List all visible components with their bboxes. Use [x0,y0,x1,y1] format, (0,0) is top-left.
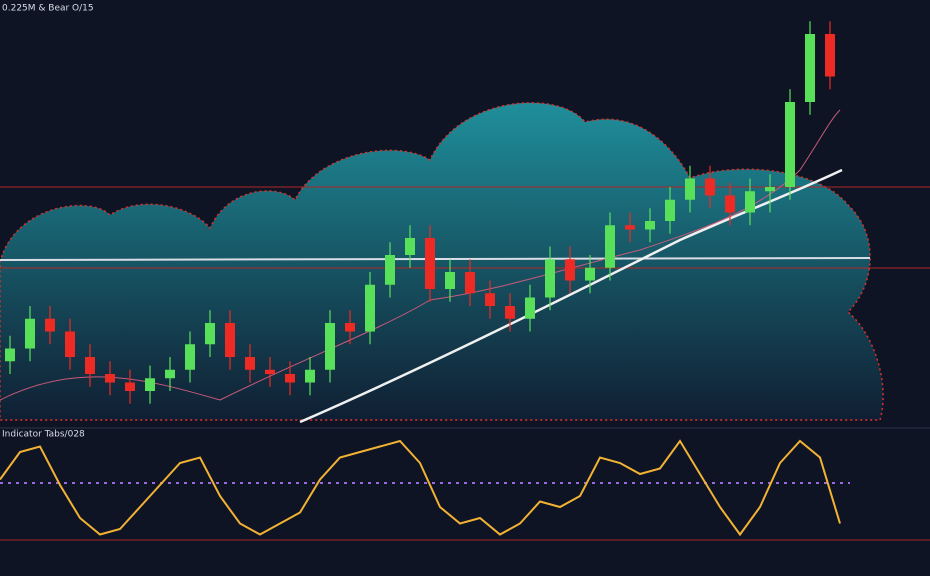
candle-body [145,378,155,391]
candle-body [225,323,235,357]
candle-body [165,369,175,379]
candle-body [645,221,655,230]
cloud-area [0,102,884,421]
trend-line [299,168,843,424]
candle-body [445,272,455,289]
candle-body [265,369,275,374]
candle-body [665,199,675,221]
candle-body [205,323,215,345]
candle-body [105,374,115,383]
candle-body [625,225,635,230]
candle-body [805,34,815,102]
candle-body [785,102,795,187]
candle-body [425,238,435,289]
candle-body [565,259,575,281]
candle-body [765,187,775,192]
candle-body [505,306,515,319]
candle-body [545,259,555,298]
candle-body [745,191,755,213]
candle-body [285,374,295,383]
candle-body [185,344,195,370]
candle-body [85,357,95,374]
indicator-title: Indicator Tabs/028 [2,430,85,440]
candle-body [705,178,715,196]
candle-body [485,293,495,306]
candle-body [5,348,15,362]
candle-body [325,323,335,370]
candle-body [585,267,595,281]
candle-body [365,284,375,332]
candle-body [65,331,75,357]
candle-body [345,323,355,332]
candle-body [25,318,35,349]
chart-title: 0.225M & Bear O/15 [2,4,94,14]
candle-body [125,382,135,391]
candle-body [725,195,735,213]
candle-body [605,225,615,268]
candle-body [305,369,315,383]
oscillator-line [0,439,841,537]
candle-body [385,255,395,285]
candle-body [45,318,55,332]
candle-body [685,178,695,200]
candle-body [405,238,415,255]
candle-body [525,297,535,319]
candle-body [825,34,835,77]
candle-body [245,357,255,370]
candle-body [465,272,475,294]
